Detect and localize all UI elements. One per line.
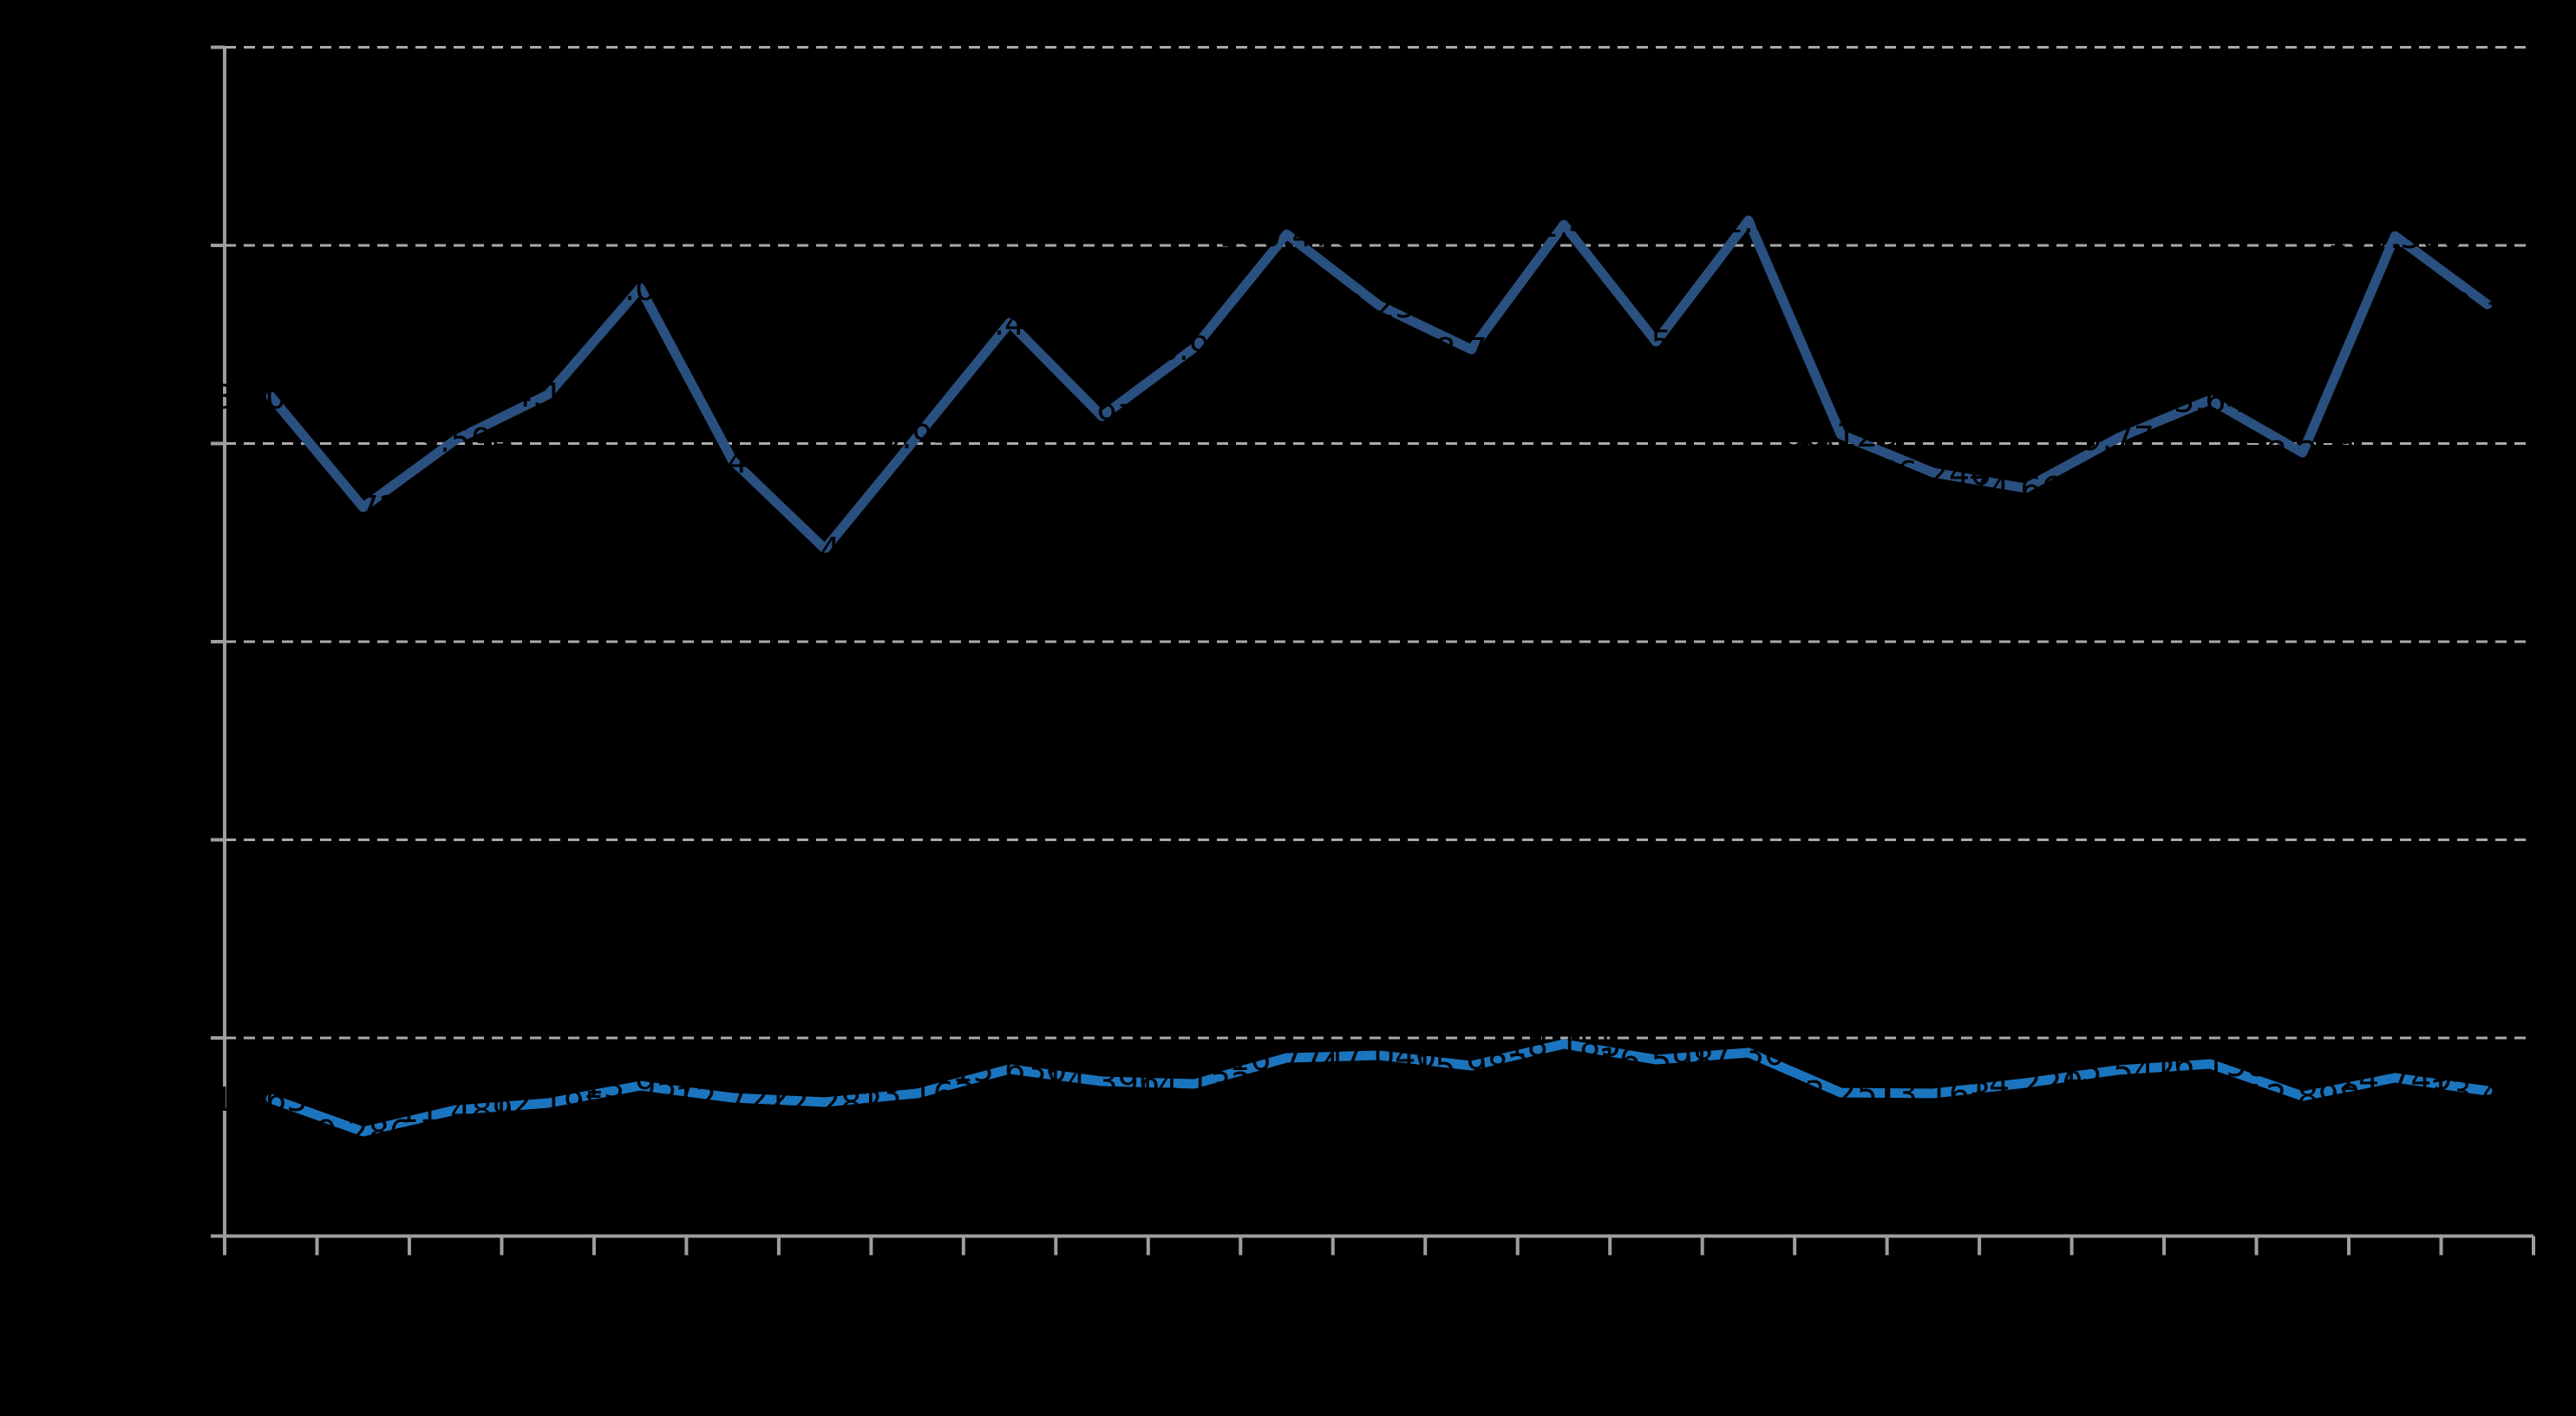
light-line-label: 17.040 <box>1322 1037 1437 1075</box>
dark-line-label: 93.251 <box>1322 287 1437 325</box>
light-line-label: 13.957 <box>583 1067 698 1106</box>
dark-line-label: 84.009 <box>213 378 329 416</box>
light-line-label: 16.158 <box>2153 1046 2268 1084</box>
dark-line-label: 72.724 <box>305 489 421 527</box>
dark-line-label: 88.758 <box>1414 331 1529 369</box>
light-line-label: 11.489 <box>398 1092 513 1130</box>
dark-line-label: 81.972 <box>1044 398 1160 436</box>
light-line-label: 14.396 <box>1044 1063 1160 1101</box>
light-line-label: 14.749 <box>2337 1060 2453 1098</box>
light-line-label: 13.427 <box>2429 1073 2545 1111</box>
light-line-label: 15.542 <box>2060 1052 2175 1090</box>
dark-line-label: 88.934 <box>1137 330 1252 368</box>
light-line-label: 16.598 <box>1599 1041 1714 1080</box>
light-line-label: 13.163 <box>1875 1075 1991 1113</box>
light-line-label: 12.722 <box>675 1080 790 1118</box>
dark-line-label: 79.771 <box>2060 420 2175 458</box>
light-line-label: 18.185 <box>1507 1026 1622 1064</box>
light-line-path <box>265 1039 2493 1137</box>
dark-line-label: 101.886 <box>1680 202 1816 240</box>
light-line-label: 15.630 <box>952 1051 1068 1089</box>
dark-line-label: 79.947 <box>860 418 975 456</box>
light-line-label: 14.132 <box>1137 1066 1252 1104</box>
gridlines <box>225 46 2534 1040</box>
axis-ticks <box>211 45 2535 1256</box>
dark-line-label: 100.300 <box>2327 218 2463 256</box>
dark-line-label: 101.445 <box>1495 206 1631 245</box>
light-line-label: 13.163 <box>860 1075 975 1113</box>
dark-line-label: 74.661 <box>1968 470 2083 508</box>
light-line-label: 9.286 <box>316 1113 410 1152</box>
dark-line-label: 89.551 <box>1599 323 1714 362</box>
light-line-label: 12.282 <box>768 1084 883 1122</box>
dark-line-label: 79.594 <box>398 421 513 460</box>
light-line-label: 13.251 <box>1783 1074 1899 1113</box>
series-lines <box>265 215 2493 1137</box>
dark-line-label: 100.476 <box>1219 216 1355 254</box>
light-line-label: 16.774 <box>1229 1040 1344 1078</box>
dark-line-label: 68.493 <box>768 531 883 569</box>
dark-line-label: 76.246 <box>1875 454 1991 493</box>
dark-line-label: 78.271 <box>2245 434 2360 473</box>
light-line-label: 15.982 <box>1414 1047 1529 1086</box>
dark-line-path <box>265 215 2493 554</box>
light-line-label: 12.898 <box>2245 1078 2360 1116</box>
dark-line-label: 95.013 <box>583 270 698 308</box>
light-line-label: 12.634 <box>213 1080 329 1119</box>
dark-line-label: 93.339 <box>2429 286 2545 324</box>
dark-line-label: 91.489 <box>952 304 1068 343</box>
dark-line-label: 80.123 <box>1783 416 1899 454</box>
light-line-label: 12.195 <box>490 1085 605 1123</box>
dark-line-label: 84.176 <box>490 376 605 414</box>
light-line-label: 17.304 <box>1690 1034 1806 1073</box>
light-line-label: 14.220 <box>1968 1065 2083 1103</box>
dark-line-label: 77.478 <box>675 442 790 480</box>
data-labels: 84.009 72.724 79.594 84.176 95.013 77.478 68.4… <box>213 202 2546 1152</box>
dark-line-label: 83.648 <box>2153 382 2268 420</box>
